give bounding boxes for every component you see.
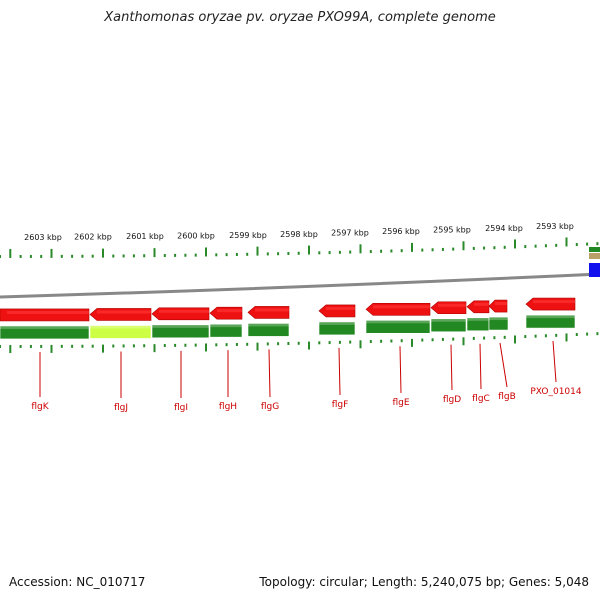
cds-arrow-shine	[7, 310, 89, 314]
cds-arrow-flgE	[365, 302, 431, 316]
gene-labels: flgK flgJ flgI flgH flgG flgF flgE flgD flgC flgB…	[31, 387, 582, 413]
tick-label: 2593 kbp	[536, 222, 574, 231]
edge-markers	[589, 247, 600, 277]
tick-label: 2603 kbp	[24, 233, 62, 242]
gene-bar-shine	[366, 320, 430, 324]
gene-label-flgD: flgD	[443, 395, 461, 405]
tick-label: 2596 kbp	[382, 227, 420, 236]
genome-backbone	[0, 272, 600, 299]
edge-marker-blue	[589, 263, 600, 277]
cds-arrow-flgD	[430, 301, 467, 315]
cds-arrow-flgC	[466, 300, 490, 314]
cds-track	[0, 297, 576, 322]
gene-bar-shine	[152, 324, 209, 328]
cds-arrow-shine	[159, 309, 209, 313]
gene-label-flgH: flgH	[219, 402, 237, 412]
tick-label: 2594 kbp	[485, 224, 523, 233]
leader-line-flgC	[479, 343, 482, 390]
gene-label-flgC: flgC	[472, 394, 490, 404]
cds-arrow-shine	[474, 302, 489, 306]
accession-text: Accession: NC_010717	[9, 575, 146, 589]
gene-bar-shine	[431, 318, 466, 322]
cds-arrow-shine	[495, 302, 507, 306]
gene-track	[0, 314, 576, 340]
gene-label-flgB: flgB	[498, 392, 516, 402]
cds-arrow-shine	[217, 309, 242, 313]
tick-label: 2601 kbp	[126, 232, 164, 241]
cds-arrow-shine	[373, 305, 430, 309]
cds-arrow-flgI	[151, 307, 210, 321]
tick-label: 2595 kbp	[433, 226, 471, 235]
gene-bar-shine	[90, 325, 151, 329]
cds-arrow-shine	[255, 308, 289, 312]
gene-bar-flgJ	[89, 325, 152, 339]
tick-label: 2598 kbp	[280, 230, 318, 239]
gene-label-flgK: flgK	[31, 402, 49, 412]
gene-label-flgG: flgG	[261, 402, 279, 412]
edge-marker-green	[589, 247, 600, 252]
gene-bar-shine	[0, 325, 89, 329]
gene-bar-PXO_01014	[525, 314, 576, 329]
genome-title: Xanthomonas oryzae pv. oryzae PXO99A, co…	[104, 10, 496, 25]
leader-line-flgD	[450, 344, 453, 391]
cds-arrow-shine	[97, 310, 151, 314]
gene-bar-shine	[210, 324, 242, 328]
cds-arrow-shine	[438, 303, 466, 307]
edge-marker-tan	[589, 253, 600, 259]
genome-summary-text: Topology: circular; Length: 5,240,075 bp…	[259, 575, 589, 589]
cds-arrow-flgJ	[89, 308, 152, 321]
leader-line-flgG	[268, 349, 271, 398]
cds-arrow-shine	[533, 300, 575, 304]
tick-label: 2602 kbp	[74, 233, 112, 242]
gene-bar-shine	[489, 317, 508, 321]
label-leaders	[39, 340, 557, 398]
gene-label-flgJ: flgJ	[114, 403, 128, 413]
cds-arrow-flgF	[318, 304, 356, 318]
cds-arrow-flgK	[0, 308, 90, 322]
gene-label-flgE: flgE	[392, 398, 409, 408]
leader-line-flgF	[338, 347, 341, 396]
gene-bar-shine	[248, 323, 289, 327]
gene-bar-flgD	[430, 318, 467, 333]
tick-label: 2599 kbp	[229, 231, 267, 240]
gene-bar-shine	[526, 315, 575, 319]
gene-bar-flgF	[318, 321, 356, 336]
lower-tick-track	[0, 332, 599, 353]
gene-bar-flgH	[209, 323, 243, 338]
cds-arrow-PXO_01014	[525, 297, 576, 311]
gene-bar-flgI	[151, 324, 210, 339]
tick-label: 2600 kbp	[177, 232, 215, 241]
gene-bar-flgE	[365, 319, 431, 334]
upper-tick-track	[0, 237, 599, 258]
gene-bar-flgB	[488, 316, 509, 331]
gene-bar-flgG	[247, 323, 290, 337]
gene-label-flgF: flgF	[332, 400, 349, 410]
leader-line-flgB	[499, 342, 508, 388]
cds-arrow-flgB	[488, 299, 508, 313]
tick-labels: 2603 kbp 2602 kbp 2601 kbp 2600 kbp 2599 kbp…	[24, 222, 574, 242]
gene-bar-shine	[467, 317, 489, 321]
cds-arrow-shine	[326, 306, 355, 310]
cds-arrow-flgG	[247, 306, 290, 319]
gene-bar-flgK	[0, 325, 90, 340]
gene-label-flgI: flgI	[174, 403, 188, 413]
leader-line-PXO_01014	[552, 340, 557, 383]
tick-label: 2597 kbp	[331, 229, 369, 238]
cds-arrow-flgH	[209, 306, 243, 320]
gene-label-PXO_01014: PXO_01014	[530, 387, 582, 397]
leader-line-flgE	[399, 346, 402, 394]
gene-bar-shine	[319, 321, 355, 325]
